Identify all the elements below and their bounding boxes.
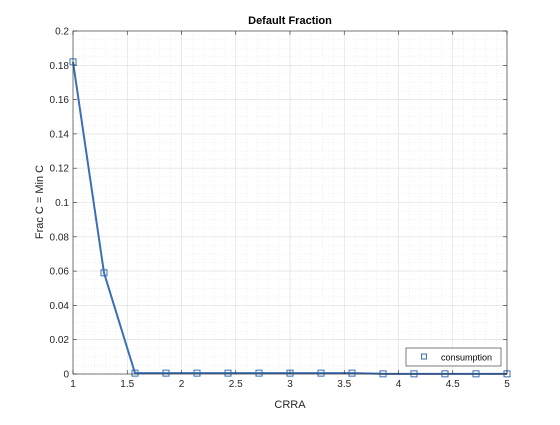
legend-box bbox=[405, 347, 502, 367]
y-tick-label: 0.14 bbox=[50, 129, 70, 140]
x-axis-label: CRRA bbox=[274, 399, 306, 411]
x-tick-label: 3.5 bbox=[337, 379, 351, 390]
chart-title: Default Fraction bbox=[248, 15, 332, 27]
data-point bbox=[224, 369, 232, 377]
y-tick-label: 0 bbox=[63, 370, 69, 381]
y-tick-label: 0.16 bbox=[50, 95, 70, 106]
data-point bbox=[131, 369, 139, 377]
x-ticks: 1 1.5 2 2.5 3 3.5 4 4.5 5 bbox=[70, 31, 510, 390]
y-tick-label: 0.02 bbox=[50, 335, 70, 346]
y-tick-label: 0.12 bbox=[50, 164, 70, 175]
y-tick-label: 0.18 bbox=[50, 61, 70, 72]
x-tick-label: 4 bbox=[396, 379, 402, 390]
x-tick-label: 1.5 bbox=[120, 379, 134, 390]
data-point bbox=[100, 269, 108, 277]
y-ticks: 0 0.02 0.04 0.06 0.08 0.1 0.12 0.14 0.16 0.18 0.2 bbox=[50, 27, 507, 381]
legend: consumption bbox=[405, 347, 502, 367]
y-tick-label: 0.04 bbox=[50, 301, 70, 312]
x-tick-label: 1 bbox=[70, 379, 76, 390]
legend-marker-icon bbox=[421, 353, 427, 360]
x-tick-label: 5 bbox=[504, 379, 510, 390]
data-point bbox=[255, 369, 263, 377]
y-tick-label: 0.1 bbox=[55, 198, 69, 209]
data-point bbox=[193, 369, 201, 377]
y-tick-label: 0.06 bbox=[50, 267, 70, 278]
y-tick-label: 0.2 bbox=[55, 27, 69, 38]
legend-label: consumption bbox=[441, 353, 492, 363]
x-tick-label: 3 bbox=[287, 379, 293, 390]
data-point bbox=[348, 369, 356, 377]
y-axis-label: Frac C = Min C bbox=[34, 165, 46, 239]
x-tick-label: 2 bbox=[179, 379, 185, 390]
y-tick-label: 0.08 bbox=[50, 232, 70, 243]
x-tick-label: 2.5 bbox=[229, 379, 243, 390]
data-point bbox=[162, 369, 170, 377]
data-point bbox=[317, 369, 325, 377]
x-tick-label: 4.5 bbox=[446, 379, 460, 390]
